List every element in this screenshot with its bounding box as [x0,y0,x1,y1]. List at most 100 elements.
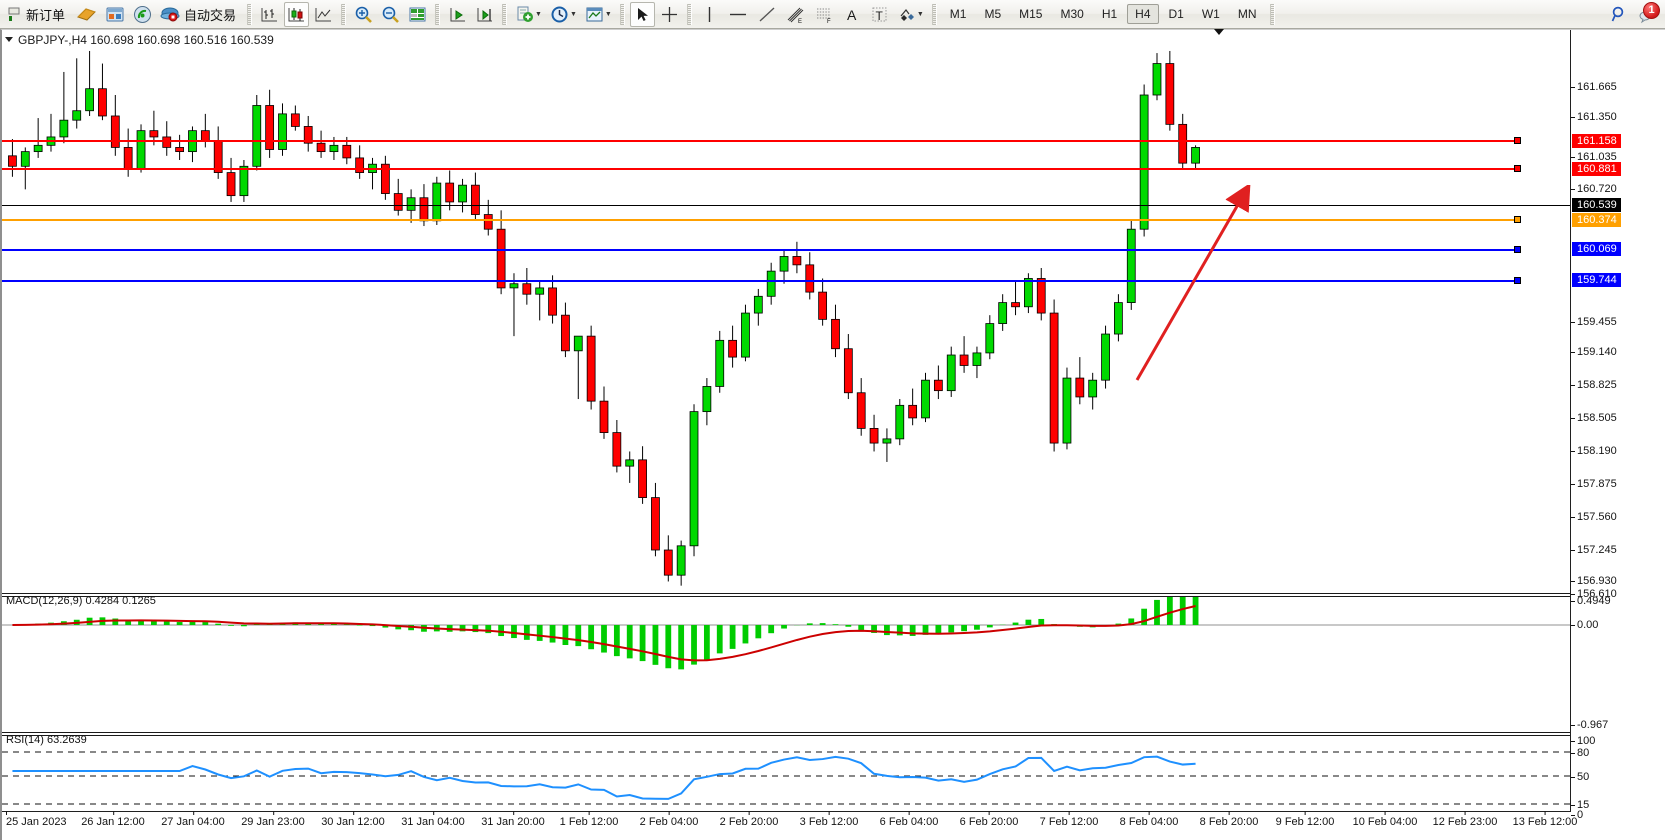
cursor-icon[interactable] [629,1,655,27]
level-marker-resistance-2[interactable] [1514,165,1521,172]
objects-list-button[interactable]: ▼ [894,2,927,27]
level-line-support-2[interactable] [2,280,1517,282]
time-tick: 2 Feb 04:00 [639,811,699,828]
templates-button[interactable]: ▼ [582,2,615,27]
chevron-down-icon[interactable]: ▼ [604,10,612,18]
fibonacci-icon[interactable]: F [811,2,838,27]
new-order-button[interactable]: 新订单 [5,2,71,27]
price-label-resistance-2[interactable]: 160.881 [1572,162,1621,176]
rsi-scale-tick: 100 [1571,736,1595,747]
time-tick: 6 Feb 04:00 [879,811,939,828]
auto-trading-button[interactable]: 自动交易 [157,2,242,27]
level-line-resistance-2[interactable] [2,168,1517,170]
chart-shift-icon[interactable] [472,2,497,27]
time-tick: 3 Feb 12:00 [799,811,859,828]
data-window-icon[interactable] [102,2,128,27]
svg-text:E: E [798,19,802,24]
rsi-scale-tick: 80 [1571,748,1589,759]
chevron-down-icon[interactable]: ▼ [916,10,924,18]
toolbar-separator [341,3,347,25]
search-icon[interactable] [1607,2,1632,27]
macd-scale-tick: 0.4949 [1571,596,1611,607]
price-label-support-1[interactable]: 160.069 [1572,242,1621,256]
symbol-ohlc-label: GBPJPY-,H4 160.698 160.698 160.516 160.5… [18,32,274,47]
level-line-support-1[interactable] [2,249,1517,251]
text-label-icon[interactable]: A [840,2,865,27]
price-tick: 156.610 [1571,589,1617,600]
bullish-arrow-annotation[interactable] [1112,185,1272,395]
price-tick: 156.930 [1571,576,1617,587]
candlestick-chart-icon[interactable] [284,1,310,27]
price-axis[interactable]: 161.665 161.350 161.035 160.720 159.455 … [1570,30,1665,821]
alerts-icon[interactable]: 1 [1634,1,1660,27]
signals-icon[interactable] [130,2,155,27]
equidistant-channel-icon[interactable]: E [782,2,809,27]
rsi-pane-divider-2 [2,735,1572,736]
rsi-indicator-label[interactable]: RSI(14) 63.2639 [6,734,87,746]
time-tick: 31 Jan 20:00 [481,811,545,828]
price-pane[interactable] [2,30,1572,593]
macd-plot [2,597,1572,670]
time-tick: 31 Jan 04:00 [401,811,465,828]
auto-trading-label: 自动交易 [184,7,237,23]
price-label-resistance-1[interactable]: 161.158 [1572,134,1621,148]
time-axis[interactable]: 25 Jan 2023 26 Jan 12:00 27 Jan 04:00 29… [2,811,1665,840]
chevron-down-icon[interactable]: ▼ [569,10,577,18]
price-tick: 161.665 [1571,82,1617,93]
level-marker-resistance-1[interactable] [1514,137,1521,144]
svg-text:T: T [875,9,883,23]
price-tick: 157.245 [1571,545,1617,556]
timeframe-mn[interactable]: MN [1237,7,1257,21]
price-tick: 159.140 [1571,347,1617,358]
level-line-pivot[interactable] [2,219,1517,221]
zoom-in-icon[interactable] [351,2,376,27]
level-marker-support-1[interactable] [1514,246,1521,253]
chart-menu-triangle-icon[interactable] [5,37,13,42]
time-tick: 10 Feb 04:00 [1352,811,1418,828]
price-label-pivot[interactable]: 160.374 [1572,213,1621,227]
time-tick: 9 Feb 12:00 [1275,811,1335,828]
timeframe-d1[interactable]: D1 [1168,7,1184,21]
time-tick: 12 Feb 23:00 [1432,811,1498,828]
main-toolbar: 新订单 [0,0,1665,29]
add-indicator-button[interactable]: ▼ [512,2,545,27]
timeframe-m1[interactable]: M1 [949,7,967,21]
timeframe-m15[interactable]: M15 [1019,7,1043,21]
timeframe-m30[interactable]: M30 [1060,7,1084,21]
data-grid-icon[interactable] [405,2,430,27]
chart-area[interactable]: GBPJPY-,H4 160.698 160.698 160.516 160.5… [0,29,1665,840]
crosshair-icon[interactable] [657,2,682,27]
toolbar-separator [931,3,937,25]
macd-pane[interactable] [2,597,1572,679]
text-box-icon[interactable]: T [867,2,892,27]
price-tick: 160.720 [1571,184,1617,195]
timeframe-h4[interactable]: H4 [1127,4,1159,24]
line-chart-icon[interactable] [311,2,336,27]
level-marker-support-2[interactable] [1514,277,1521,284]
macd-indicator-label[interactable]: MACD(12,26,9) 0.4284 0.1265 [6,595,156,607]
timeframe-h1[interactable]: H1 [1101,7,1118,21]
time-tick: 26 Jan 12:00 [81,811,145,828]
period-button[interactable]: ▼ [547,2,580,27]
bar-chart-icon[interactable] [257,2,282,27]
price-label-support-2[interactable]: 159.744 [1572,273,1621,287]
chevron-down-icon[interactable]: ▼ [535,10,542,18]
chart-scroll-marker[interactable] [1214,29,1224,35]
timeframe-w1[interactable]: W1 [1201,7,1220,21]
zoom-out-icon[interactable] [378,2,403,27]
rsi-scale-tick: 50 [1571,772,1589,783]
time-tick: 25 Jan 2023 [6,811,67,828]
trendline-icon[interactable] [754,2,780,27]
horizontal-line-icon[interactable] [724,2,752,27]
auto-scroll-icon[interactable] [445,2,470,27]
macd-pane-divider-2 [2,596,1572,597]
level-marker-pivot[interactable] [1514,216,1521,223]
market-watch-icon[interactable] [73,2,100,27]
toolbar-separator [1269,3,1275,25]
vertical-line-icon[interactable] [697,2,722,27]
rsi-pane[interactable] [2,736,1572,812]
timeframe-m5[interactable]: M5 [984,7,1002,21]
toolbar-separator [502,3,508,25]
toolbar-separator [619,3,625,25]
level-line-resistance-1[interactable] [2,140,1517,142]
